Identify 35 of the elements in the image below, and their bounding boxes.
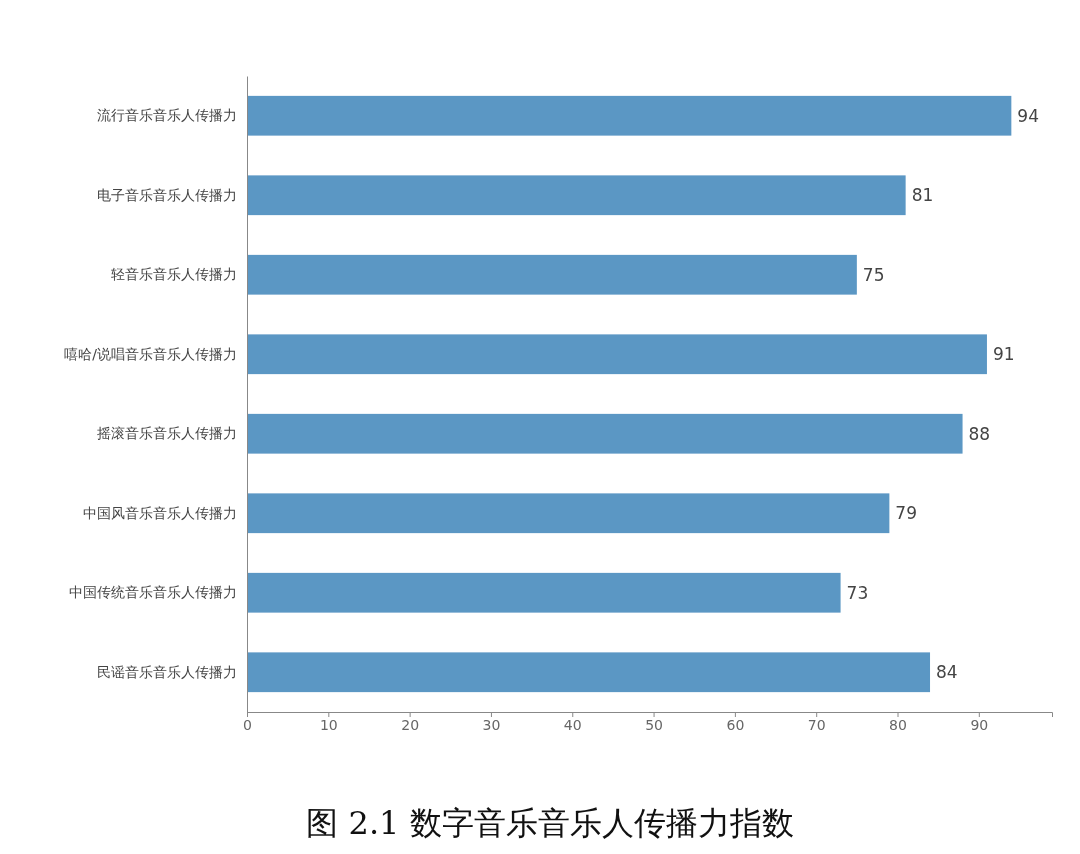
y-tick-label: 流行音乐音乐人传播力 bbox=[97, 107, 237, 124]
x-tick-label: 90 bbox=[970, 716, 989, 733]
data-label: 79 bbox=[895, 503, 918, 524]
data-label: 91 bbox=[992, 344, 1015, 365]
x-tick-label: 20 bbox=[401, 716, 420, 733]
y-tick-label: 民谣音乐音乐人传播力 bbox=[97, 663, 237, 680]
data-label: 84 bbox=[936, 662, 958, 683]
y-tick-label: 中国风音乐音乐人传播力 bbox=[83, 504, 237, 521]
bar bbox=[247, 493, 890, 534]
x-tick-label: 30 bbox=[482, 716, 501, 733]
bar bbox=[247, 413, 963, 454]
x-tick-label: 60 bbox=[726, 716, 745, 733]
data-label: 81 bbox=[911, 185, 934, 206]
text: 图 2.1 数字音乐音乐人传播力指数 bbox=[306, 804, 794, 842]
x-tick-label: 0 bbox=[243, 716, 252, 733]
x-tick-label: 40 bbox=[563, 716, 582, 733]
data-label: 75 bbox=[862, 264, 885, 285]
bar bbox=[247, 652, 931, 693]
y-tick-label: 中国传统音乐音乐人传播力 bbox=[69, 584, 237, 601]
y-tick-label: 轻音乐音乐人传播力 bbox=[111, 266, 237, 283]
bar bbox=[247, 95, 1012, 136]
data-label: 94 bbox=[1017, 105, 1039, 126]
x-tick-label: 80 bbox=[889, 716, 907, 733]
y-tick-label: 嘻哈/说唱音乐音乐人传播力 bbox=[64, 345, 237, 362]
x-tick-label: 70 bbox=[807, 716, 826, 733]
bar bbox=[247, 175, 906, 216]
y-tick-label: 摇滚音乐音乐人传播力 bbox=[97, 425, 237, 442]
x-tick-label: 50 bbox=[645, 716, 663, 733]
data-label: 73 bbox=[846, 582, 869, 603]
bar bbox=[247, 572, 841, 613]
bar bbox=[247, 334, 987, 375]
bar bbox=[247, 254, 857, 295]
x-tick-label: 10 bbox=[319, 716, 338, 733]
data-label: 88 bbox=[968, 423, 991, 444]
y-tick-label: 电子音乐音乐人传播力 bbox=[97, 186, 237, 203]
